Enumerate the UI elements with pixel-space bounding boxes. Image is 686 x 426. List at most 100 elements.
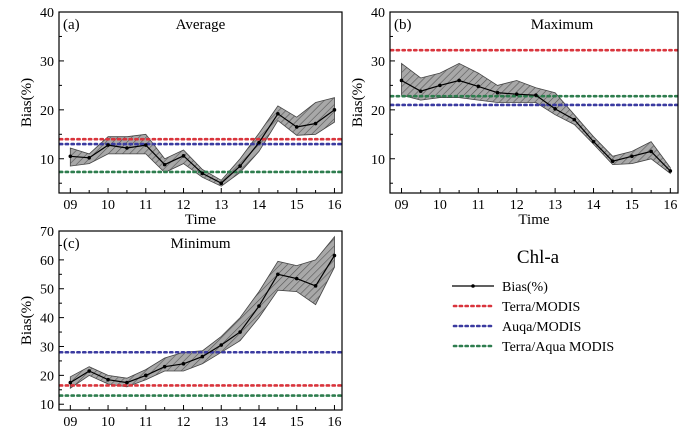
bias-point [399, 78, 404, 83]
panel-title: Minimum [170, 236, 230, 252]
y-tick-label: 70 [40, 225, 54, 240]
bias-point [219, 343, 224, 347]
x-tick-label: 13 [214, 415, 228, 426]
legend-label: Terra/MODIS [502, 300, 580, 315]
bias-point [87, 369, 91, 373]
bias-point [495, 90, 500, 95]
legend-title: Chl-a [517, 247, 560, 268]
bias-point [68, 154, 73, 159]
panel-average: 09 10 11 12 13 14 15 16 10 20 30 40 (a) Average Time Bi… [19, 6, 343, 228]
bias-point [313, 284, 318, 288]
legend-swatch-marker [471, 284, 475, 288]
bias-point [572, 117, 577, 122]
x-tick-label: 11 [139, 415, 152, 426]
bias-point [162, 364, 167, 369]
y-tick-label: 30 [40, 340, 54, 355]
bias-point [181, 362, 186, 366]
x-tick-label: 12 [177, 415, 191, 426]
bias-point [294, 276, 299, 281]
bias-point [106, 377, 110, 382]
x-tick-label: 10 [433, 198, 447, 213]
bias-point [457, 78, 461, 83]
y-axis-label: Bias(%) [19, 296, 35, 345]
x-tick-label: 09 [63, 198, 77, 213]
bias-point [313, 121, 318, 126]
y-tick-label: 20 [371, 104, 385, 119]
legend-entry-aqua: Auqa/MODIS [452, 320, 581, 335]
plot-frame [58, 230, 343, 411]
bias-point [610, 159, 615, 164]
bias-point [143, 143, 148, 147]
bias-point [438, 83, 442, 88]
x-tick-label: 15 [625, 198, 639, 213]
x-tick-label: 16 [327, 415, 341, 426]
x-tick-label: 12 [510, 198, 524, 213]
y-tick-label: 50 [40, 283, 54, 298]
y-tick-label: 10 [40, 153, 54, 168]
bias-point [553, 107, 557, 111]
legend: Chl-a Bias(%) Terra/MODIS Auqa/MODIS Terra/… [452, 247, 614, 355]
bias-range-band [69, 97, 335, 187]
bias-point [87, 155, 91, 160]
bias-point [238, 330, 242, 334]
x-tick-label: 16 [663, 198, 677, 213]
legend-entry-terra-aqua: Terra/Aqua MODIS [452, 340, 614, 355]
x-tick-label: 14 [252, 415, 266, 426]
y-axis-label: Bias(%) [350, 78, 366, 127]
y-axis-label: Bias(%) [19, 78, 35, 127]
panel-title: Maximum [531, 17, 594, 33]
bias-point [534, 93, 538, 97]
bias-point [514, 92, 519, 96]
legend-label: Bias(%) [502, 280, 548, 295]
y-tick-label: 40 [371, 6, 385, 21]
bias-point [332, 253, 337, 258]
plot-frame [58, 11, 343, 194]
x-tick-label: 09 [395, 198, 409, 213]
bias-point [630, 154, 634, 159]
x-tick-label: 11 [139, 198, 152, 213]
y-tick-label: 60 [40, 254, 54, 269]
x-tick-label: 15 [290, 415, 304, 426]
bias-point [276, 111, 280, 116]
x-tick-label: 11 [472, 198, 485, 213]
bias-range-band [69, 235, 335, 390]
legend-entry-bias: Bias(%) [452, 280, 548, 295]
panel-minimum: 09 10 11 12 13 14 15 16 10 20 30 40 50 60 70 (c) Minimum… [19, 225, 343, 426]
y-tick-label: 10 [371, 153, 385, 168]
bias-point [125, 146, 129, 150]
x-tick-label: 14 [252, 198, 266, 213]
bias-point [68, 380, 73, 385]
x-tick-label: 13 [214, 198, 228, 213]
x-axis-label: Time [518, 212, 549, 228]
x-tick-label: 15 [290, 198, 304, 213]
y-tick-label: 20 [40, 104, 54, 119]
y-tick-label: 30 [40, 55, 54, 70]
bias-point [276, 272, 280, 277]
panel-title: Average [176, 17, 226, 33]
bias-point [257, 304, 261, 308]
bias-point [332, 108, 337, 112]
panel-label: (a) [63, 17, 80, 33]
x-tick-label: 10 [101, 198, 115, 213]
bias-point [106, 143, 110, 147]
bias-point [200, 171, 205, 176]
bias-point [294, 125, 299, 129]
legend-label: Terra/Aqua MODIS [502, 340, 614, 355]
x-tick-label: 12 [177, 198, 191, 213]
bias-point [418, 89, 423, 94]
bias-point [125, 380, 129, 385]
panel-maximum: 09 10 11 12 13 14 15 16 10 20 30 40 (b) Maximum Time Bi… [350, 6, 679, 228]
plot-frame [389, 11, 679, 194]
bias-point [200, 354, 205, 359]
y-tick-label: 30 [371, 55, 385, 70]
bias-point [162, 162, 167, 167]
x-tick-label: 10 [101, 415, 115, 426]
panel-label: (c) [63, 236, 80, 252]
bias-point [668, 169, 673, 173]
bias-point [591, 139, 596, 144]
y-tick-label: 20 [40, 369, 54, 384]
bias-point [476, 84, 481, 89]
x-axis-label: Time [185, 212, 216, 228]
x-tick-label: 16 [327, 198, 341, 213]
